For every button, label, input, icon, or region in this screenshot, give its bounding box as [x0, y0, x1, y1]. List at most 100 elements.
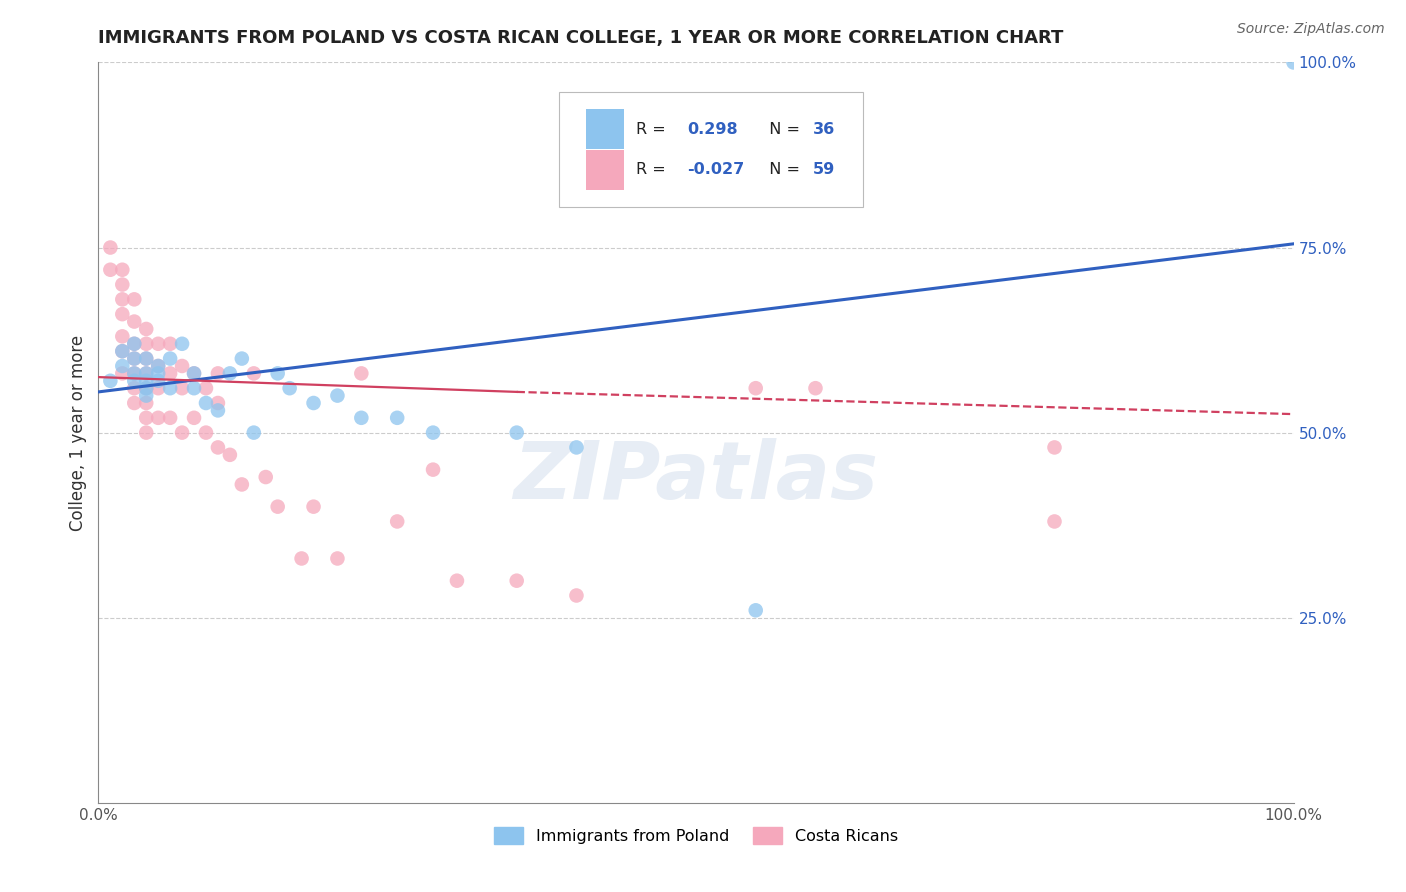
- Point: [267, 367, 290, 381]
- Legend: Immigrants from Poland, Costa Ricans: Immigrants from Poland, Costa Ricans: [488, 821, 904, 850]
- Point: [326, 388, 349, 402]
- Point: [111, 307, 134, 321]
- Point: [111, 277, 134, 292]
- Point: [350, 410, 373, 425]
- Point: [135, 381, 157, 395]
- Point: [506, 425, 529, 440]
- Point: [135, 322, 157, 336]
- Point: [183, 381, 205, 395]
- Point: [183, 410, 205, 425]
- Point: [111, 367, 134, 381]
- Point: [124, 314, 146, 328]
- Point: [98, 374, 122, 388]
- Point: [278, 381, 301, 395]
- Point: [385, 410, 409, 425]
- Point: [1282, 55, 1305, 70]
- FancyBboxPatch shape: [586, 150, 624, 190]
- Point: [183, 367, 205, 381]
- Point: [124, 381, 146, 395]
- Point: [804, 381, 827, 395]
- Point: [135, 374, 157, 388]
- Text: 36: 36: [813, 121, 835, 136]
- Point: [135, 367, 157, 381]
- Point: [111, 344, 134, 359]
- Point: [159, 381, 181, 395]
- Text: N =: N =: [759, 121, 806, 136]
- Point: [148, 359, 170, 373]
- Point: [135, 336, 157, 351]
- Point: [745, 381, 768, 395]
- Point: [148, 367, 170, 381]
- Point: [124, 336, 146, 351]
- Point: [124, 293, 146, 307]
- Text: -0.027: -0.027: [688, 162, 745, 178]
- Text: R =: R =: [637, 121, 676, 136]
- Text: ZIPatlas: ZIPatlas: [513, 438, 879, 516]
- Point: [111, 329, 134, 343]
- Point: [135, 367, 157, 381]
- Point: [326, 551, 349, 566]
- Point: [1043, 441, 1066, 455]
- Point: [148, 336, 170, 351]
- Point: [98, 262, 122, 277]
- Point: [124, 396, 146, 410]
- Point: [111, 293, 134, 307]
- Point: [148, 359, 170, 373]
- Point: [254, 470, 277, 484]
- Point: [350, 367, 373, 381]
- Point: [243, 425, 266, 440]
- Point: [302, 500, 325, 514]
- Point: [111, 344, 134, 359]
- Point: [243, 367, 266, 381]
- Point: [111, 262, 134, 277]
- Point: [195, 425, 218, 440]
- Text: IMMIGRANTS FROM POLAND VS COSTA RICAN COLLEGE, 1 YEAR OR MORE CORRELATION CHART: IMMIGRANTS FROM POLAND VS COSTA RICAN CO…: [98, 29, 1064, 47]
- Text: Source: ZipAtlas.com: Source: ZipAtlas.com: [1237, 22, 1385, 37]
- Point: [291, 551, 314, 566]
- FancyBboxPatch shape: [558, 92, 863, 207]
- Point: [159, 351, 181, 366]
- Point: [267, 500, 290, 514]
- Point: [506, 574, 529, 588]
- Point: [148, 410, 170, 425]
- Point: [124, 367, 146, 381]
- Point: [124, 336, 146, 351]
- Point: [124, 351, 146, 366]
- Point: [135, 396, 157, 410]
- Point: [745, 603, 768, 617]
- Point: [195, 381, 218, 395]
- Point: [135, 381, 157, 395]
- Point: [207, 441, 229, 455]
- Point: [111, 359, 134, 373]
- Text: 59: 59: [813, 162, 835, 178]
- Point: [219, 367, 242, 381]
- Point: [565, 589, 588, 603]
- Point: [565, 441, 588, 455]
- Point: [124, 351, 146, 366]
- Point: [207, 367, 229, 381]
- Text: N =: N =: [759, 162, 806, 178]
- Point: [422, 425, 444, 440]
- Point: [135, 388, 157, 402]
- Point: [98, 240, 122, 255]
- Point: [422, 462, 444, 476]
- Point: [231, 351, 253, 366]
- FancyBboxPatch shape: [586, 109, 624, 149]
- Point: [207, 403, 229, 417]
- Y-axis label: College, 1 year or more: College, 1 year or more: [69, 334, 87, 531]
- Point: [302, 396, 325, 410]
- Point: [159, 336, 181, 351]
- Point: [1043, 515, 1066, 529]
- Point: [124, 367, 146, 381]
- Point: [148, 374, 170, 388]
- Point: [207, 396, 229, 410]
- Point: [135, 351, 157, 366]
- Point: [172, 425, 194, 440]
- Point: [159, 410, 181, 425]
- Point: [135, 351, 157, 366]
- Point: [135, 425, 157, 440]
- Point: [172, 381, 194, 395]
- Point: [231, 477, 253, 491]
- Point: [159, 367, 181, 381]
- Text: 0.298: 0.298: [688, 121, 738, 136]
